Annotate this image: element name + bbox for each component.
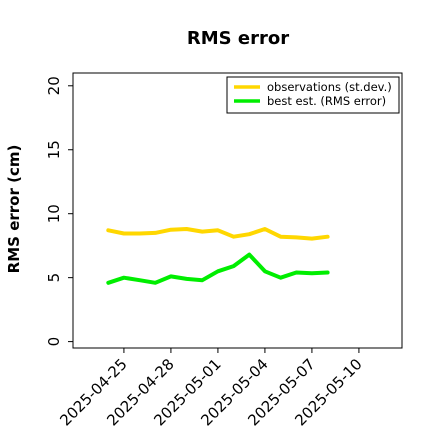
series-line-observations [106, 227, 330, 241]
legend-box [226, 76, 400, 114]
y-tick-label: 10 [45, 204, 63, 223]
plot-area-frame [72, 72, 403, 349]
y-tick-label: 15 [45, 140, 63, 159]
y-axis-ticks: 0 5 10 15 20 [45, 76, 73, 346]
y-tick-label: 20 [45, 76, 63, 95]
legend-label-best-estimate: best est. (RMS error) [267, 94, 386, 108]
y-tick-label: 5 [45, 273, 63, 283]
x-axis-ticks: 2025-04-252025-04-282025-05-012025-05-04… [56, 348, 366, 429]
chart-title: RMS error [187, 28, 289, 49]
y-axis-label: RMS error (cm) [5, 145, 23, 274]
y-tick-label: 0 [45, 337, 63, 347]
legend: observations (st.dev.) best est. (RMS er… [226, 76, 400, 114]
series-layer [106, 227, 330, 285]
series-line-best-estimate [106, 252, 330, 285]
legend-label-observations: observations (st.dev.) [267, 80, 392, 94]
